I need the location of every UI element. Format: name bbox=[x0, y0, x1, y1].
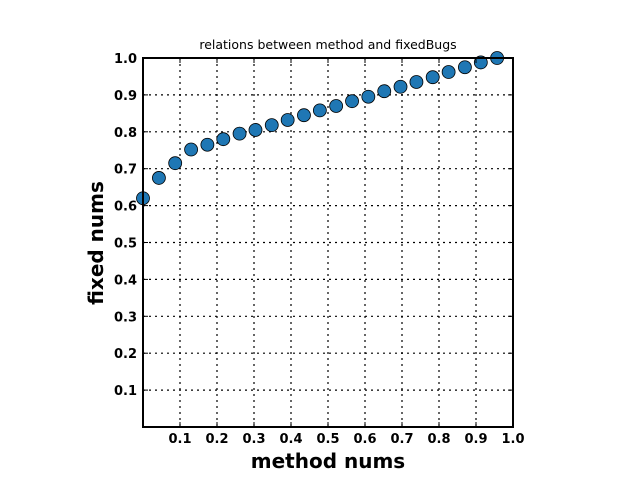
data-point bbox=[216, 132, 231, 147]
y-tick-label: 0.8 bbox=[114, 126, 137, 141]
x-tick-label: 0.8 bbox=[427, 432, 450, 447]
x-tick-label: 0.1 bbox=[168, 432, 191, 447]
data-point bbox=[168, 156, 183, 171]
x-tick-label: 0.2 bbox=[205, 432, 228, 447]
y-tick-label: 0.1 bbox=[114, 384, 137, 399]
x-tick-label: 0.9 bbox=[464, 432, 487, 447]
data-point bbox=[280, 113, 295, 127]
x-tick-label: 0.6 bbox=[353, 432, 376, 447]
data-point bbox=[200, 137, 215, 152]
data-point bbox=[409, 75, 424, 89]
x-axis-ticks: 0.1 0.2 0.3 0.4 0.5 0.6 0.7 0.8 0.9 1.0 bbox=[168, 58, 525, 447]
chart-title: relations between method and fixedBugs bbox=[199, 37, 456, 52]
data-point bbox=[425, 70, 440, 85]
data-point bbox=[248, 123, 263, 137]
y-axis-label: fixed nums bbox=[84, 181, 108, 305]
x-tick-label: 0.7 bbox=[390, 432, 413, 447]
x-tick-label: 0.3 bbox=[242, 432, 265, 447]
y-axis-ticks: 0.1 0.2 0.3 0.4 0.5 0.6 0.7 0.8 0.9 1.0 bbox=[114, 52, 513, 399]
x-tick-label: 0.5 bbox=[316, 432, 339, 447]
data-point bbox=[457, 60, 472, 75]
grid-lines bbox=[143, 57, 514, 427]
data-point bbox=[345, 94, 359, 109]
y-tick-label: 1.0 bbox=[114, 52, 137, 67]
y-tick-label: 0.3 bbox=[114, 310, 137, 325]
data-point bbox=[441, 65, 456, 79]
data-point bbox=[264, 118, 279, 133]
y-tick-label: 0.2 bbox=[114, 347, 137, 362]
data-point bbox=[393, 79, 408, 94]
y-tick-label: 0.5 bbox=[114, 237, 137, 252]
data-points bbox=[136, 51, 504, 206]
data-point bbox=[232, 126, 247, 141]
data-point bbox=[329, 99, 344, 113]
data-point bbox=[297, 108, 311, 123]
x-tick-label: 1.0 bbox=[501, 432, 524, 447]
y-tick-label: 0.4 bbox=[114, 273, 137, 288]
data-point bbox=[473, 55, 488, 70]
data-point bbox=[361, 89, 376, 104]
y-tick-label: 0.6 bbox=[114, 200, 137, 215]
x-tick-label: 0.4 bbox=[279, 432, 302, 447]
data-point bbox=[312, 103, 327, 118]
data-point bbox=[184, 142, 199, 157]
data-point bbox=[152, 171, 166, 185]
x-axis-label: method nums bbox=[251, 449, 405, 473]
data-point bbox=[377, 84, 392, 99]
y-tick-label: 0.7 bbox=[114, 163, 137, 178]
y-tick-label: 0.9 bbox=[114, 89, 137, 104]
